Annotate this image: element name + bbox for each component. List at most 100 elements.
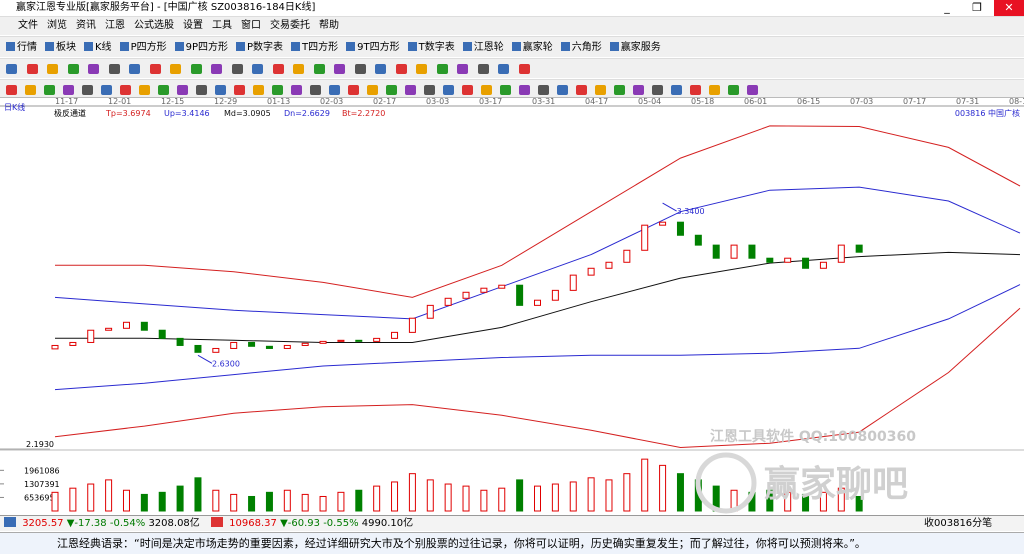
toolbar-icon[interactable]	[170, 64, 181, 74]
toolbar-button[interactable]: 赢家轮	[512, 42, 553, 53]
maximize-button[interactable]: ❐	[972, 1, 982, 14]
toolbar-button[interactable]: 板块	[45, 42, 76, 53]
toolbar-icon[interactable]	[313, 64, 325, 74]
toolbar-icon[interactable]	[310, 85, 321, 95]
toolbar-icon[interactable]	[149, 64, 161, 74]
toolbar-icon[interactable]	[158, 85, 169, 95]
toolbar-icon[interactable]	[272, 85, 283, 95]
toolbar-icon[interactable]	[6, 64, 17, 74]
toolbar-icon[interactable]	[436, 64, 448, 74]
menu-item[interactable]: 工具	[212, 20, 232, 31]
toolbar-icon[interactable]	[334, 64, 345, 74]
toolbar-icon[interactable]	[177, 85, 188, 95]
toolbar-icon[interactable]	[6, 85, 17, 95]
menu-item[interactable]: 江恩	[105, 20, 125, 31]
volume-bar	[444, 483, 452, 512]
candle	[265, 345, 273, 349]
toolbar-icon[interactable]	[518, 64, 530, 74]
candle	[730, 244, 738, 259]
toolbar-icon[interactable]	[129, 64, 140, 74]
toolbar-icon[interactable]	[367, 85, 378, 95]
toolbar-button[interactable]: 9T四方形	[346, 42, 399, 53]
toolbar-icon[interactable]	[424, 85, 435, 95]
toolbar-icon[interactable]	[477, 64, 489, 74]
toolbar-icon[interactable]	[44, 85, 55, 95]
menu-item[interactable]: 交易委托	[270, 20, 310, 31]
toolbar-icon[interactable]	[557, 85, 568, 95]
toolbar-icon[interactable]	[234, 85, 245, 95]
toolbar-icon[interactable]	[728, 85, 739, 95]
toolbar-icon[interactable]	[329, 85, 340, 95]
toolbar-icon[interactable]	[457, 64, 468, 74]
toolbar-icon[interactable]	[652, 85, 663, 95]
toolbar-icon[interactable]	[498, 64, 509, 74]
toolbar-icon[interactable]	[82, 85, 93, 95]
toolbar-button[interactable]: 9P四方形	[175, 42, 228, 53]
toolbar-icon[interactable]	[215, 85, 226, 95]
index-change: ▼-17.38	[66, 518, 107, 529]
toolbar-icon[interactable]	[120, 85, 131, 95]
toolbar-icon[interactable]	[211, 64, 222, 74]
toolbar-icon[interactable]	[190, 64, 202, 74]
toolbar-icon[interactable]	[25, 85, 36, 95]
toolbar-button[interactable]: T数字表	[408, 42, 455, 53]
volume-bar	[837, 487, 845, 512]
toolbar-button[interactable]: P数字表	[236, 42, 283, 53]
toolbar-icon[interactable]	[108, 64, 120, 74]
date-label: 06-15	[797, 98, 820, 106]
tick-detail-button[interactable]: 收003816分笔	[924, 518, 993, 529]
toolbar-icon[interactable]	[709, 85, 720, 95]
close-button[interactable]: ✕	[994, 0, 1024, 16]
toolbar-icon[interactable]	[67, 64, 79, 74]
toolbar-icon[interactable]	[519, 85, 530, 95]
toolbar-icon[interactable]	[747, 85, 758, 95]
toolbar-button[interactable]: K线	[84, 42, 112, 53]
toolbar-icon[interactable]	[576, 85, 587, 95]
toolbar-icon[interactable]	[690, 85, 701, 95]
menu-item[interactable]: 设置	[183, 20, 203, 31]
toolbar-icon[interactable]	[500, 85, 511, 95]
toolbar-icon[interactable]	[88, 64, 99, 74]
toolbar-icon[interactable]	[416, 64, 427, 74]
toolbar-icon[interactable]	[462, 85, 473, 95]
toolbar-icon[interactable]	[231, 64, 243, 74]
toolbar-icon[interactable]	[633, 85, 644, 95]
toolbar-icon[interactable]	[395, 64, 407, 74]
toolbar-icon[interactable]	[671, 85, 682, 95]
menu-item[interactable]: 资讯	[76, 20, 96, 31]
toolbar-button[interactable]: 六角形	[561, 42, 602, 53]
toolbar-icon[interactable]	[481, 85, 492, 95]
toolbar-icon[interactable]	[614, 85, 625, 95]
toolbar-icon[interactable]	[253, 85, 264, 95]
candle	[319, 340, 327, 344]
toolbar-icon[interactable]	[272, 64, 284, 74]
toolbar-icon[interactable]	[291, 85, 302, 95]
toolbar-icon[interactable]	[47, 64, 58, 74]
toolbar-icon[interactable]	[405, 85, 416, 95]
toolbar-icon[interactable]	[139, 85, 150, 95]
toolbar-button[interactable]: 赢家服务	[610, 42, 661, 53]
toolbar-icon[interactable]	[538, 85, 549, 95]
menu-item[interactable]: 窗口	[241, 20, 261, 31]
toolbar-button[interactable]: 行情	[6, 42, 37, 53]
toolbar-icon[interactable]	[386, 85, 397, 95]
menu-item[interactable]: 帮助	[319, 20, 339, 31]
toolbar-icon[interactable]	[595, 85, 606, 95]
toolbar-button[interactable]: T四方形	[291, 42, 338, 53]
toolbar-icon[interactable]	[196, 85, 207, 95]
toolbar-icon[interactable]	[443, 85, 454, 95]
toolbar-button[interactable]: P四方形	[120, 42, 167, 53]
menu-item[interactable]: 浏览	[47, 20, 67, 31]
toolbar-icon[interactable]	[354, 64, 366, 74]
toolbar-icon[interactable]	[26, 64, 38, 74]
toolbar-icon[interactable]	[348, 85, 359, 95]
toolbar-icon[interactable]	[293, 64, 304, 74]
menu-item[interactable]: 公式选股	[134, 20, 174, 31]
minimize-button[interactable]: _	[944, 1, 950, 14]
toolbar-icon[interactable]	[375, 64, 386, 74]
toolbar-button[interactable]: 江恩轮	[463, 42, 504, 53]
toolbar-icon[interactable]	[101, 85, 112, 95]
menu-item[interactable]: 文件	[18, 20, 38, 31]
toolbar-icon[interactable]	[252, 64, 263, 74]
toolbar-icon[interactable]	[63, 85, 74, 95]
